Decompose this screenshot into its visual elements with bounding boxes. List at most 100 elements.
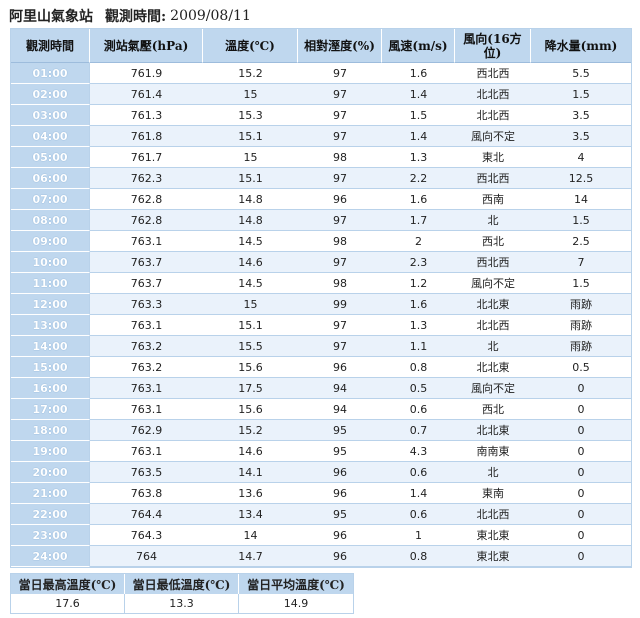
observation-time-cell: 15:00 — [11, 357, 90, 378]
table-row: 04:00 761.8 15.1 97 1.4 風向不定 3.5 — [11, 126, 631, 147]
table-cell: 763.5 — [90, 462, 203, 483]
table-row: 24:00 764 14.7 96 0.8 東北東 0 — [11, 546, 631, 567]
table-cell: 94 — [298, 399, 382, 420]
summary-column-header: 當日最高溫度(℃) — [11, 574, 125, 594]
table-cell: 763.7 — [90, 273, 203, 294]
observation-time-text: 04:00 — [32, 129, 68, 143]
table-cell: 北北西 — [455, 504, 531, 525]
table-cell: 雨跡 — [531, 315, 631, 336]
table-cell: 風向不定 — [455, 378, 531, 399]
table-cell: 東北東 — [455, 546, 531, 567]
summary-value: 14.9 — [239, 594, 353, 613]
table-row: 01:00 761.9 15.2 97 1.6 西北西 5.5 — [11, 63, 631, 84]
table-row: 15:00 763.2 15.6 96 0.8 北北東 0.5 — [11, 357, 631, 378]
table-cell: 東北東 — [455, 525, 531, 546]
observation-time-text: 10:00 — [32, 255, 68, 269]
table-cell: 14.7 — [203, 546, 298, 567]
observation-time-cell: 19:00 — [11, 441, 90, 462]
table-cell: 15 — [203, 294, 298, 315]
observation-time-cell: 20:00 — [11, 462, 90, 483]
observation-time-text: 17:00 — [32, 402, 68, 416]
table-cell: 14.5 — [203, 231, 298, 252]
table-cell: 763.1 — [90, 441, 203, 462]
table-cell: 北北東 — [455, 420, 531, 441]
observation-time-cell: 07:00 — [11, 189, 90, 210]
table-cell: 98 — [298, 273, 382, 294]
table-cell: 0 — [531, 420, 631, 441]
observation-time-cell: 06:00 — [11, 168, 90, 189]
observation-date: 2009/08/11 — [170, 8, 251, 24]
table-cell: 763.1 — [90, 231, 203, 252]
observation-time-text: 09:00 — [32, 234, 68, 248]
table-cell: 763.3 — [90, 294, 203, 315]
table-cell: 0.6 — [382, 462, 455, 483]
table-row: 11:00 763.7 14.5 98 1.2 風向不定 1.5 — [11, 273, 631, 294]
observation-time-cell: 22:00 — [11, 504, 90, 525]
table-cell: 97 — [298, 126, 382, 147]
table-cell: 3.5 — [531, 126, 631, 147]
table-cell: 西北西 — [455, 168, 531, 189]
table-cell: 763.7 — [90, 252, 203, 273]
table-cell: 北 — [455, 336, 531, 357]
table-cell: 95 — [298, 441, 382, 462]
table-cell: 0.6 — [382, 504, 455, 525]
table-cell: 0 — [531, 525, 631, 546]
observation-time-text: 08:00 — [32, 213, 68, 227]
table-cell: 763.1 — [90, 315, 203, 336]
table-cell: 96 — [298, 546, 382, 567]
observation-time-text: 24:00 — [32, 549, 68, 563]
table-cell: 763.1 — [90, 399, 203, 420]
page-header: 阿里山氣象站 觀測時間: 2009/08/11 — [9, 6, 251, 26]
table-cell: 北北西 — [455, 84, 531, 105]
table-cell: 0.5 — [531, 357, 631, 378]
table-cell: 14.1 — [203, 462, 298, 483]
table-cell: 764.3 — [90, 525, 203, 546]
table-cell: 北北西 — [455, 315, 531, 336]
table-cell: 97 — [298, 315, 382, 336]
table-cell: 1.6 — [382, 63, 455, 84]
table-cell: 95 — [298, 420, 382, 441]
observation-time-text: 15:00 — [32, 360, 68, 374]
table-cell: 西北 — [455, 399, 531, 420]
observation-time-text: 03:00 — [32, 108, 68, 122]
observation-time-text: 11:00 — [32, 276, 68, 290]
table-cell: 1.5 — [531, 84, 631, 105]
table-cell: 96 — [298, 462, 382, 483]
table-cell: 763.8 — [90, 483, 203, 504]
table-row: 18:00 762.9 15.2 95 0.7 北北東 0 — [11, 420, 631, 441]
table-cell: 13.6 — [203, 483, 298, 504]
table-cell: 1 — [382, 525, 455, 546]
observation-time-text: 12:00 — [32, 297, 68, 311]
table-cell: 東北 — [455, 147, 531, 168]
observation-time-text: 21:00 — [32, 486, 68, 500]
table-cell: 北 — [455, 462, 531, 483]
table-cell: 763.2 — [90, 357, 203, 378]
table-row: 10:00 763.7 14.6 97 2.3 西北西 7 — [11, 252, 631, 273]
table-cell: 西北西 — [455, 63, 531, 84]
table-cell: 4 — [531, 147, 631, 168]
observation-time-text: 06:00 — [32, 171, 68, 185]
table-row: 23:00 764.3 14 96 1 東北東 0 — [11, 525, 631, 546]
observation-time-label: 觀測時間: — [105, 9, 167, 25]
table-cell: 0.6 — [382, 399, 455, 420]
table-cell: 1.6 — [382, 294, 455, 315]
table-row: 20:00 763.5 14.1 96 0.6 北 0 — [11, 462, 631, 483]
column-header: 降水量(mm) — [531, 29, 631, 63]
table-cell: 15.2 — [203, 420, 298, 441]
summary-column-header: 當日最低溫度(℃) — [125, 574, 239, 594]
table-cell: 0 — [531, 546, 631, 567]
table-cell: 762.9 — [90, 420, 203, 441]
summary-value: 13.3 — [125, 594, 239, 613]
table-cell: 97 — [298, 168, 382, 189]
table-cell: 761.4 — [90, 84, 203, 105]
observation-time-cell: 23:00 — [11, 525, 90, 546]
table-cell: 0.7 — [382, 420, 455, 441]
table-cell: 1.3 — [382, 147, 455, 168]
table-row: 16:00 763.1 17.5 94 0.5 風向不定 0 — [11, 378, 631, 399]
observation-time-cell: 13:00 — [11, 315, 90, 336]
table-cell: 14 — [203, 525, 298, 546]
observation-time-cell: 05:00 — [11, 147, 90, 168]
table-cell: 1.4 — [382, 483, 455, 504]
summary-column-header: 當日平均溫度(℃) — [239, 574, 353, 594]
table-cell: 762.3 — [90, 168, 203, 189]
